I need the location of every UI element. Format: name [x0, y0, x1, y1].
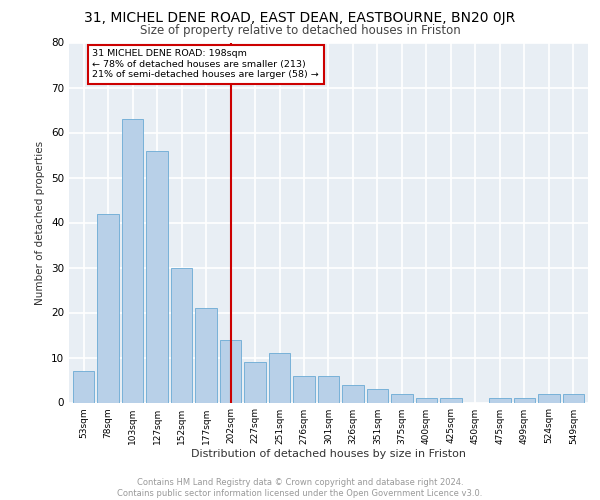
Text: 31 MICHEL DENE ROAD: 198sqm
← 78% of detached houses are smaller (213)
21% of se: 31 MICHEL DENE ROAD: 198sqm ← 78% of det…	[92, 50, 319, 79]
Text: 31, MICHEL DENE ROAD, EAST DEAN, EASTBOURNE, BN20 0JR: 31, MICHEL DENE ROAD, EAST DEAN, EASTBOU…	[85, 11, 515, 25]
Text: Size of property relative to detached houses in Friston: Size of property relative to detached ho…	[140, 24, 460, 37]
Bar	[563, 394, 584, 402]
Bar	[122, 119, 143, 403]
Bar	[514, 398, 535, 402]
Bar	[416, 398, 437, 402]
Bar	[538, 394, 560, 402]
Bar	[97, 214, 119, 402]
Bar	[318, 376, 339, 402]
Bar	[220, 340, 241, 402]
Bar	[367, 389, 388, 402]
Bar	[342, 384, 364, 402]
Bar	[293, 376, 315, 402]
Bar	[146, 150, 168, 402]
Bar	[196, 308, 217, 402]
Y-axis label: Number of detached properties: Number of detached properties	[35, 140, 46, 304]
Bar	[489, 398, 511, 402]
Bar	[171, 268, 193, 402]
Bar	[269, 353, 290, 403]
Text: Contains HM Land Registry data © Crown copyright and database right 2024.
Contai: Contains HM Land Registry data © Crown c…	[118, 478, 482, 498]
X-axis label: Distribution of detached houses by size in Friston: Distribution of detached houses by size …	[191, 450, 466, 460]
Bar	[440, 398, 461, 402]
Bar	[391, 394, 413, 402]
Bar	[244, 362, 266, 403]
Bar	[73, 371, 94, 402]
